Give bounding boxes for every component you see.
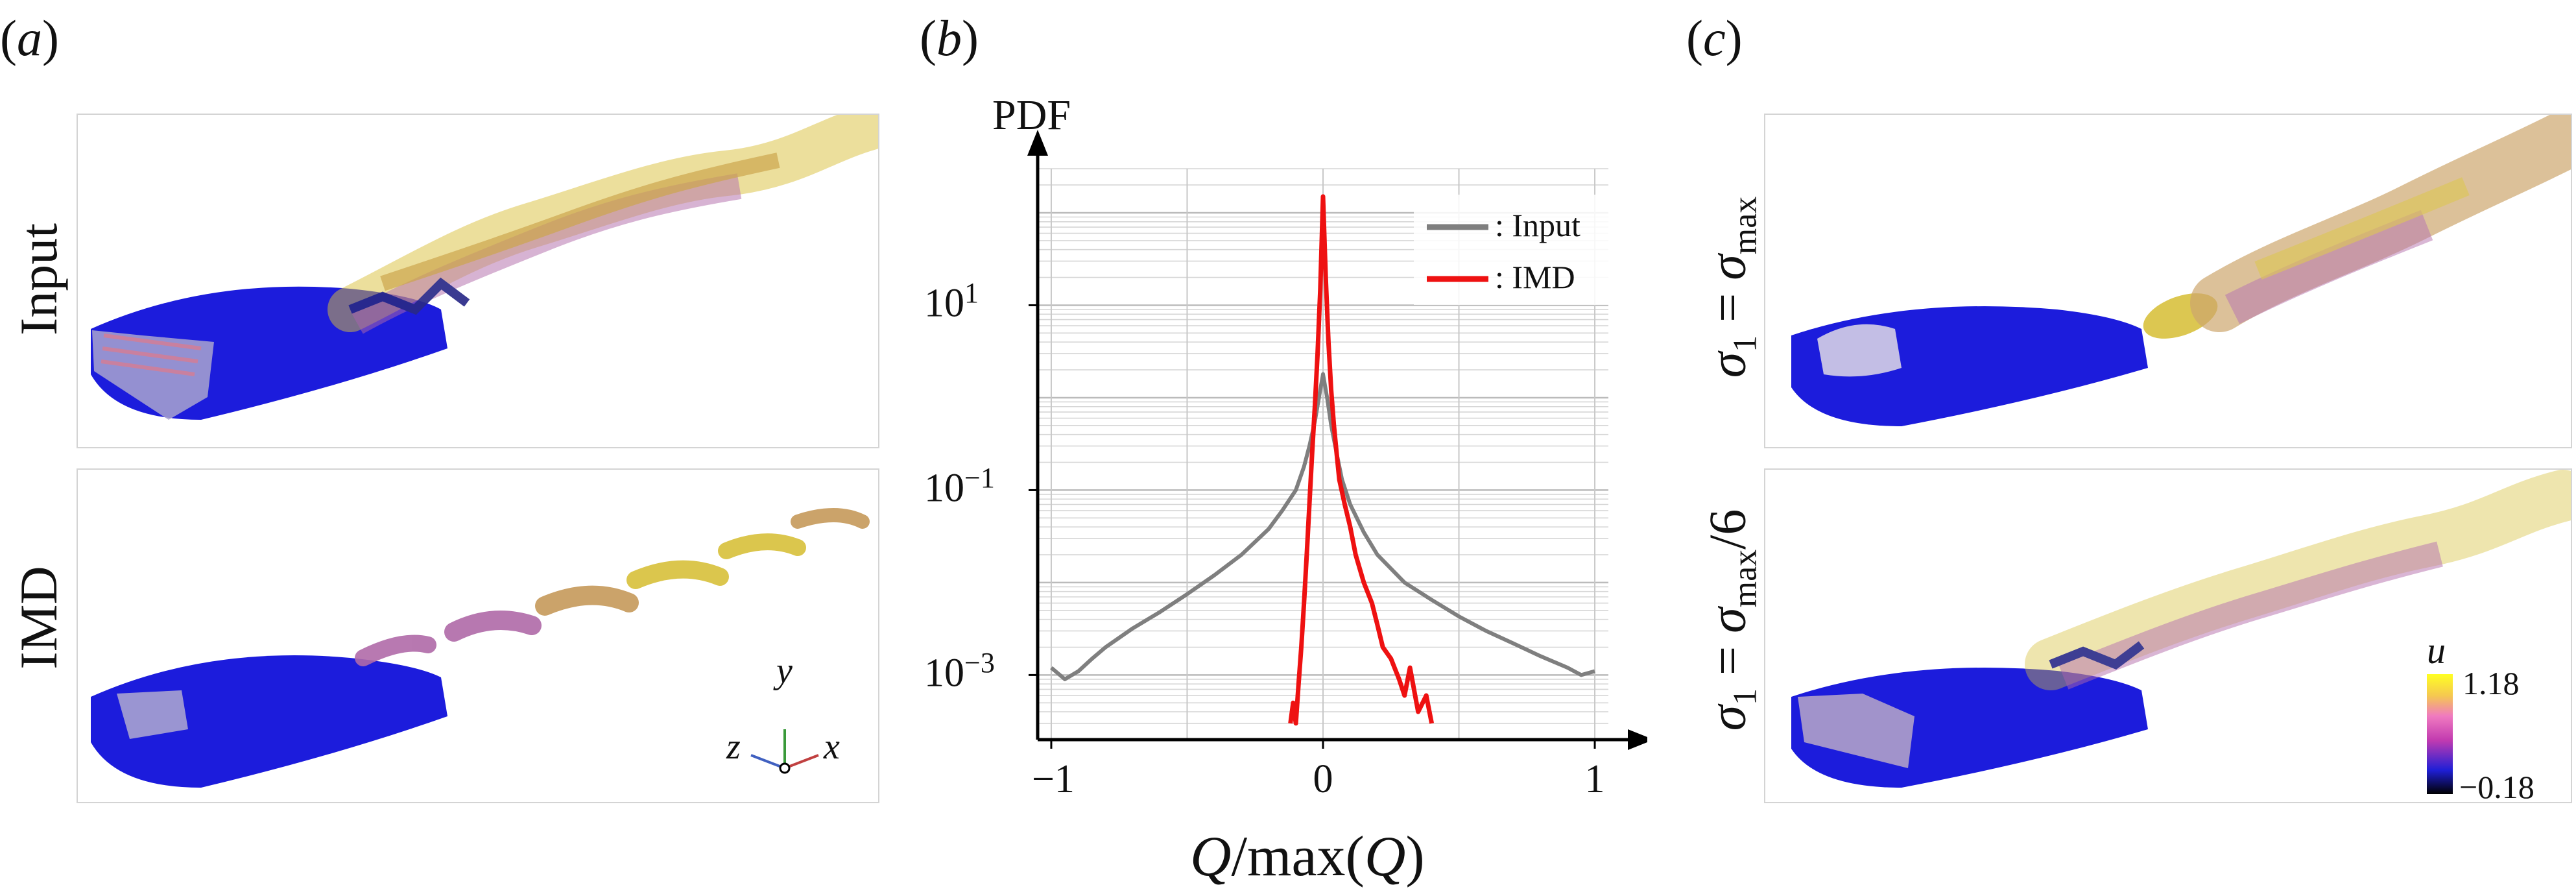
colorbar-variable: u [2427, 629, 2446, 672]
chart-xlabel: Q/max(Q) [1190, 825, 1425, 888]
y-tick-label: 10−1 [924, 462, 995, 511]
row-label-sigma-max: σ1 = σmax [1699, 196, 1764, 378]
panel-label-a: (a) [0, 10, 59, 66]
row-label-sigma-max-6: σ1 = σmax/6 [1699, 509, 1764, 731]
pdf-chart [1027, 130, 1647, 750]
x-tick-label: 0 [1313, 757, 1333, 801]
panel-a-input-render [77, 114, 879, 448]
x-axis-arrow [1628, 729, 1647, 750]
row-label-imd: IMD [9, 566, 68, 670]
colorbar-min: −0.18 [2459, 769, 2534, 803]
row-label-input: Input [9, 223, 68, 335]
panel-a-imd-render: y x z [77, 468, 879, 803]
colorbar-max: 1.18 [2463, 665, 2520, 701]
axis-label-z: z [726, 727, 741, 767]
legend-box [1414, 195, 1608, 305]
y-tick-label: 101 [924, 277, 979, 326]
x-tick-label: 1 [1584, 757, 1605, 801]
legend-entry: : IMD [1495, 259, 1575, 295]
panel-c-sigma-max-6-render: u 1.18 −0.18 [1764, 468, 2572, 803]
series-line-input [1050, 372, 1595, 681]
vortex-wake-imd [355, 508, 870, 666]
panel-label-b: (b) [920, 10, 979, 66]
vortex-wake-sigma-max [2143, 115, 2571, 339]
x-tick-label: −1 [1031, 757, 1075, 801]
chart-ylabel: PDF [992, 91, 1071, 139]
axis-triad [750, 729, 819, 774]
panel-label-c: (c) [1686, 10, 1743, 66]
series-line-imd [1288, 194, 1435, 726]
legend-entry: : Input [1495, 207, 1580, 243]
y-axis-arrow [1027, 130, 1048, 156]
vortex-wake-input [328, 115, 878, 334]
panel-c-sigma-max-render [1764, 114, 2572, 448]
axis-label-x: x [824, 727, 840, 767]
vortex-wake-sigma-max-6 [2025, 470, 2571, 690]
y-tick-label: 10−3 [924, 647, 995, 696]
colorbar [2427, 674, 2453, 794]
axis-label-y: y [776, 651, 793, 691]
